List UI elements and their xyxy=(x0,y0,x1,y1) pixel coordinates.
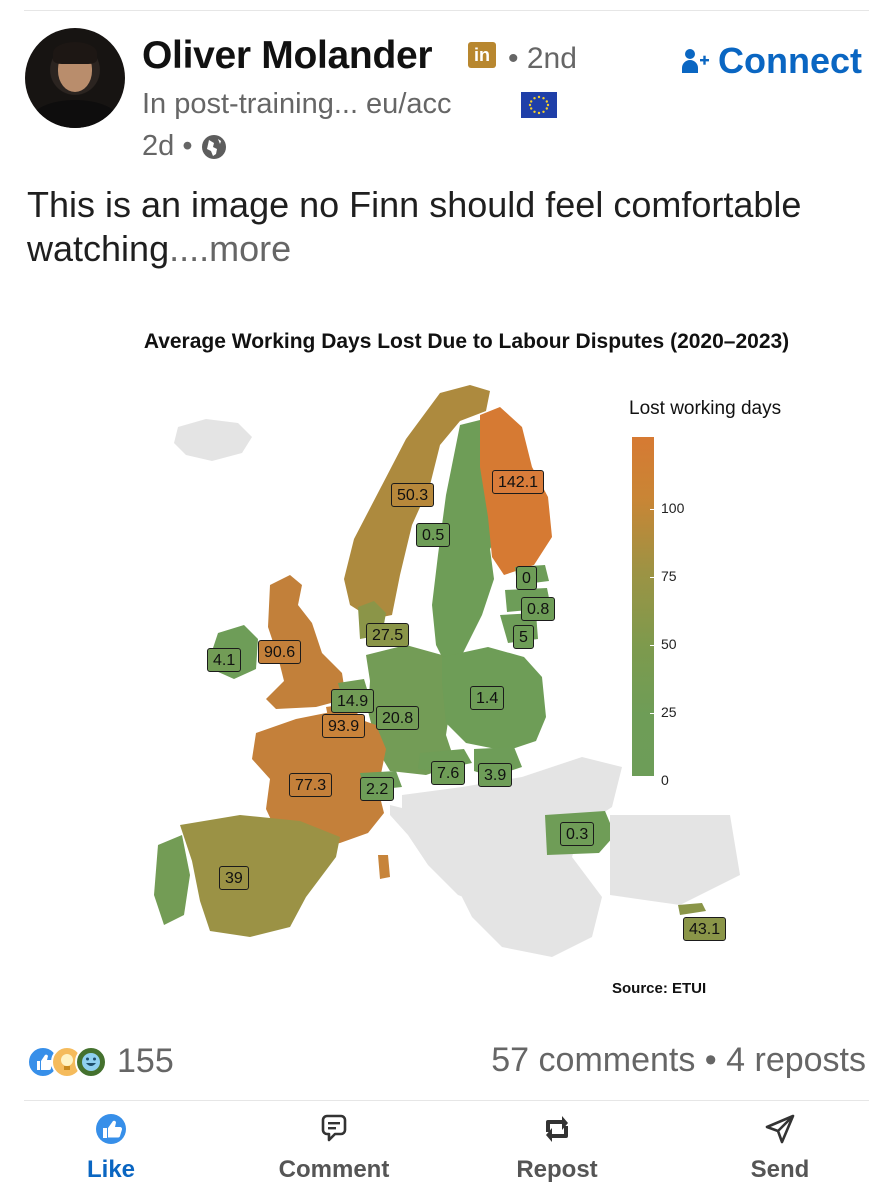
connect-button[interactable]: Connect xyxy=(680,40,862,82)
map-value-label: 43.1 xyxy=(683,917,727,941)
map-value-label: 3.9 xyxy=(478,763,513,787)
map-value-label: 4.1 xyxy=(207,648,242,672)
see-more-link[interactable]: ....more xyxy=(169,228,292,269)
map-value-label: 1.4 xyxy=(470,686,505,710)
comment-button[interactable]: Comment xyxy=(254,1112,414,1184)
reactions-summary[interactable]: 155 xyxy=(27,1042,174,1081)
map-value-label: 5 xyxy=(513,625,534,649)
map-region-corsica xyxy=(378,855,390,879)
map-region-turkey xyxy=(610,815,740,905)
post-time: 2d • xyxy=(142,130,193,162)
repost-label: Repost xyxy=(516,1156,598,1183)
chart-source: Source: ETUI xyxy=(612,980,707,997)
add-person-icon xyxy=(682,49,709,73)
repost-button[interactable]: Repost xyxy=(477,1112,637,1184)
map-value-label: 0 xyxy=(516,566,537,590)
legend-tick-mark xyxy=(650,509,656,510)
legend-tick-mark xyxy=(650,713,656,714)
legend-tick-label: 50 xyxy=(661,636,677,652)
top-divider xyxy=(24,10,869,11)
legend-color-scale xyxy=(632,437,654,776)
comment-icon xyxy=(321,1114,347,1142)
map-region-cyprus xyxy=(678,903,706,915)
globe-icon xyxy=(202,134,227,159)
map-value-label: 20.8 xyxy=(376,706,420,730)
legend-tick-label: 100 xyxy=(661,500,685,516)
post-meta: 2d • xyxy=(142,130,228,163)
like-icon xyxy=(96,1114,126,1144)
author-headline: In post-training... eu/acc xyxy=(142,88,452,120)
map-value-label: 7.6 xyxy=(431,761,466,785)
connect-label: Connect xyxy=(718,40,862,81)
map-value-label: 0.8 xyxy=(521,597,556,621)
map-region-greece xyxy=(530,865,590,945)
post-text: This is an image no Finn should feel com… xyxy=(27,184,802,269)
repost-icon xyxy=(546,1116,568,1142)
send-button[interactable]: Send xyxy=(700,1112,860,1184)
like-button[interactable]: Like xyxy=(31,1112,191,1184)
map-value-label: 142.1 xyxy=(492,470,545,494)
map-region-uk xyxy=(266,575,346,709)
map-region-iceland xyxy=(174,419,252,461)
send-icon xyxy=(765,1114,795,1144)
funny-reaction-icon xyxy=(75,1045,107,1078)
map-value-label: 27.5 xyxy=(366,623,410,647)
legend-title: Lost working days xyxy=(629,398,782,419)
reactions-count: 155 xyxy=(117,1042,174,1080)
map-value-label: 90.6 xyxy=(258,640,302,664)
map-value-label: 2.2 xyxy=(360,777,395,801)
map-value-label: 0.5 xyxy=(416,523,451,547)
send-label: Send xyxy=(750,1156,810,1183)
legend-tick-label: 0 xyxy=(661,772,669,788)
post-body: This is an image no Finn should feel com… xyxy=(27,183,867,271)
map-value-label: 77.3 xyxy=(289,773,333,797)
map-value-label: 39 xyxy=(219,866,249,890)
connection-degree: • 2nd xyxy=(508,42,577,75)
comments-reposts-count[interactable]: 57 comments • 4 reposts xyxy=(491,1041,866,1079)
legend-tick-mark xyxy=(650,645,656,646)
eu-flag-icon xyxy=(521,92,557,118)
map-region-spain xyxy=(180,815,340,937)
linkedin-premium-badge-icon: in xyxy=(468,42,496,68)
legend-tick-mark xyxy=(650,577,656,578)
legend-tick-label: 75 xyxy=(661,568,677,584)
author-name[interactable]: Oliver Molander xyxy=(142,34,433,77)
comment-label: Comment xyxy=(278,1156,390,1183)
chart-title: Average Working Days Lost Due to Labour … xyxy=(143,330,790,353)
author-avatar[interactable] xyxy=(25,28,125,128)
legend-tick-label: 25 xyxy=(661,704,677,720)
map-region-italy xyxy=(390,805,490,905)
map-value-label: 50.3 xyxy=(391,483,435,507)
like-label: Like xyxy=(86,1156,136,1183)
map-value-label: 0.3 xyxy=(560,822,595,846)
map-value-label: 93.9 xyxy=(322,714,366,738)
map-value-label: 14.9 xyxy=(331,689,375,713)
map-region-portugal xyxy=(154,835,190,925)
actions-divider xyxy=(24,1100,869,1101)
